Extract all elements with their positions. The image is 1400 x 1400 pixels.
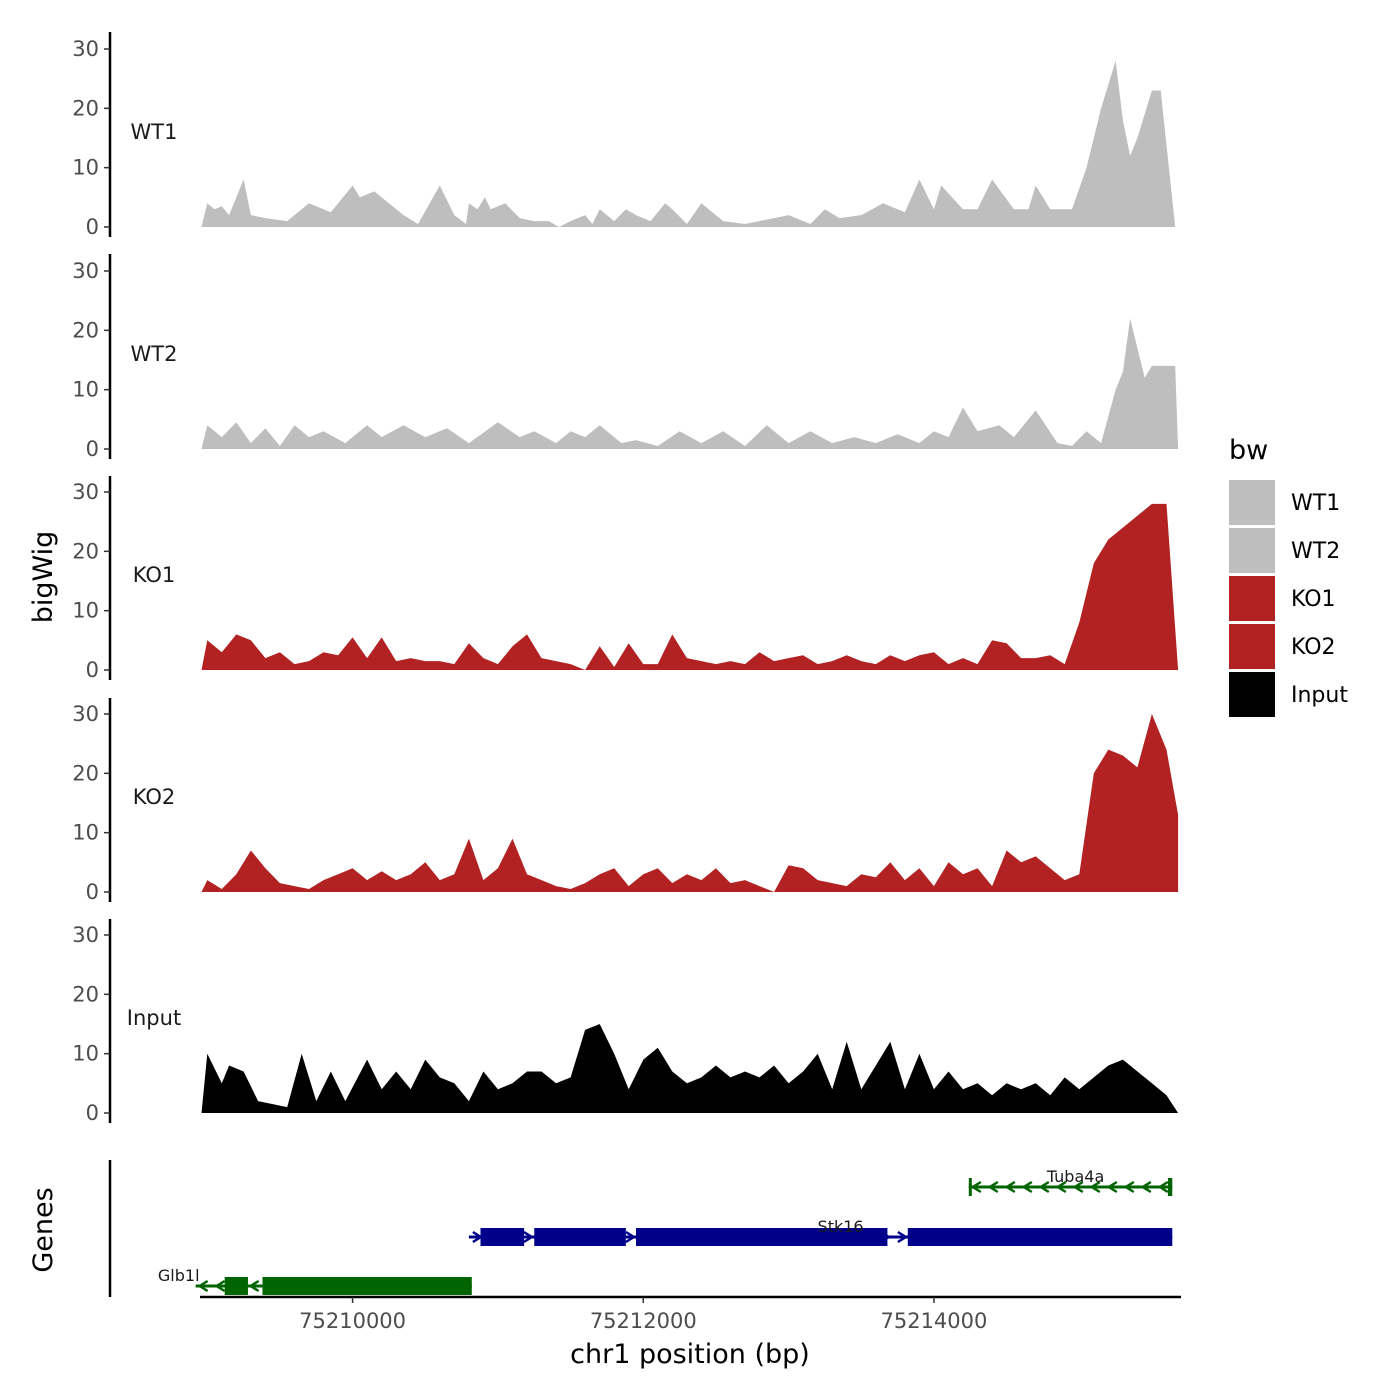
strand-arrow: [523, 1230, 535, 1244]
legend-label: KO2: [1291, 635, 1336, 660]
signal-tracks: 0 10 20 30 WT1 0 10 20 30 WT2 0 10 20 30 KO1 0 10 20 30 KO2…: [72, 32, 1179, 1125]
track-wt2: 0 10 20 30 WT2: [72, 254, 1179, 461]
track-label: WT2: [131, 342, 178, 366]
strand-arrow: [1021, 1180, 1033, 1194]
legend-swatch: [1229, 672, 1275, 717]
strand-arrow: [214, 1279, 226, 1293]
strand-arrow: [1157, 1180, 1169, 1194]
strand-arrow: [625, 1230, 637, 1244]
y-tick-label: 0: [86, 1101, 99, 1125]
track-label: KO2: [133, 785, 176, 809]
strand-arrow: [197, 1279, 209, 1293]
exon: [262, 1277, 472, 1295]
track-label: WT1: [131, 120, 178, 144]
y-tick-label: 10: [72, 599, 99, 623]
legend-item-ko1: KO1: [1229, 576, 1336, 621]
exon: [968, 1178, 972, 1196]
gene-tuba4a: Tuba4a: [968, 1167, 1173, 1196]
track-input: 0 10 20 30 Input: [72, 919, 1179, 1125]
track-ko2: 0 10 20 30 KO2: [72, 698, 1179, 904]
strand-arrow: [987, 1180, 999, 1194]
genes-axis-title: Genes: [28, 1187, 59, 1272]
y-tick-label: 20: [72, 982, 99, 1006]
gene-label: Stk16: [818, 1217, 864, 1236]
legend-label: WT2: [1291, 539, 1340, 564]
legend-item-ko2: KO2: [1229, 624, 1336, 669]
legend-item-input: Input: [1229, 672, 1348, 717]
strand-arrow: [1089, 1180, 1101, 1194]
exon: [636, 1228, 888, 1246]
y-tick-label: 10: [72, 378, 99, 402]
y-tick-label: 10: [72, 821, 99, 845]
y-axis-title: bigWig: [28, 531, 59, 624]
strand-arrow: [1004, 1180, 1016, 1194]
x-tick-label: 75214000: [880, 1309, 987, 1333]
exon: [224, 1277, 248, 1295]
exon: [480, 1228, 525, 1246]
x-tick-label: 75212000: [590, 1309, 697, 1333]
strand-arrow: [970, 1180, 982, 1194]
area-wt2: [201, 318, 1179, 449]
track-label: KO1: [133, 563, 176, 587]
y-tick-label: 20: [72, 539, 99, 563]
strand-arrow: [1055, 1180, 1067, 1194]
y-tick-label: 30: [72, 702, 99, 726]
y-tick-label: 30: [72, 923, 99, 947]
area-ko1: [201, 503, 1179, 670]
y-tick-label: 10: [72, 1042, 99, 1066]
track-ko1: 0 10 20 30 KO1: [72, 476, 1179, 682]
legend-swatch: [1229, 528, 1275, 573]
y-tick-label: 30: [72, 480, 99, 504]
legend-swatch: [1229, 624, 1275, 669]
gene-annotation-track: Tuba4a Stk16 Glb1l: [108, 1160, 1173, 1297]
strand-arrow: [248, 1279, 260, 1293]
y-tick-label: 0: [86, 437, 99, 461]
area-wt1: [201, 60, 1179, 228]
y-tick-label: 10: [72, 156, 99, 180]
legend-item-wt1: WT1: [1229, 480, 1340, 525]
strand-arrow: [1123, 1180, 1135, 1194]
y-tick-label: 20: [72, 96, 99, 120]
area-input: [201, 1024, 1179, 1113]
strand-arrow: [1140, 1180, 1152, 1194]
area-ko2: [201, 714, 1179, 892]
legend-label: KO1: [1291, 587, 1336, 612]
exon: [534, 1228, 626, 1246]
exon: [1167, 1178, 1173, 1196]
legend: bw WT1 WT2 KO1 KO2 Input: [1229, 435, 1348, 717]
track-label: Input: [127, 1006, 181, 1030]
exon: [907, 1228, 1173, 1246]
strand-arrow: [1106, 1180, 1118, 1194]
gene-label: Tuba4a: [1046, 1167, 1104, 1186]
y-tick-label: 30: [72, 259, 99, 283]
legend-swatch: [1229, 576, 1275, 621]
x-axis: 75210000 75212000 75214000: [200, 1295, 1181, 1333]
gene-label: Glb1l: [158, 1266, 200, 1285]
y-tick-label: 0: [86, 215, 99, 239]
y-tick-label: 0: [86, 658, 99, 682]
strand-arrow: [1038, 1180, 1050, 1194]
y-tick-label: 20: [72, 318, 99, 342]
legend-item-wt2: WT2: [1229, 528, 1340, 573]
gene-glb1l: Glb1l: [158, 1266, 472, 1295]
gene-stk16: Stk16: [468, 1217, 1173, 1246]
x-axis-title: chr1 position (bp): [570, 1339, 810, 1370]
legend-swatch: [1229, 480, 1275, 525]
y-tick-label: 20: [72, 761, 99, 785]
track-wt1: 0 10 20 30 WT1: [72, 32, 1179, 239]
legend-label: Input: [1291, 683, 1348, 708]
legend-title: bw: [1229, 435, 1268, 466]
x-tick-label: 75210000: [299, 1309, 406, 1333]
strand-arrow: [897, 1230, 909, 1244]
strand-arrow: [1072, 1180, 1084, 1194]
legend-label: WT1: [1291, 491, 1340, 516]
y-tick-label: 0: [86, 880, 99, 904]
y-tick-label: 30: [72, 37, 99, 61]
